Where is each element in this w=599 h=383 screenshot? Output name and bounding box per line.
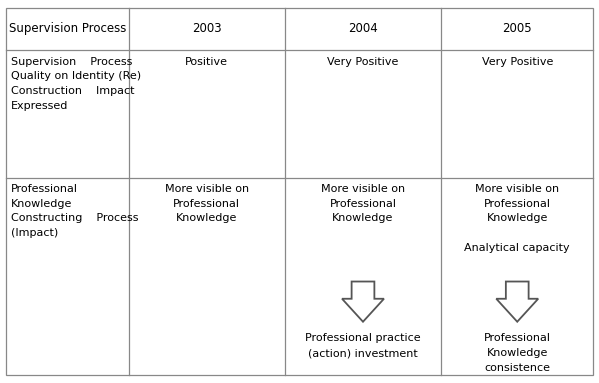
- Text: 2005: 2005: [503, 22, 532, 35]
- Polygon shape: [342, 282, 384, 322]
- Text: Professional
Knowledge
Constructing    Process
(Impact): Professional Knowledge Constructing Proc…: [11, 184, 138, 238]
- Text: 2003: 2003: [192, 22, 222, 35]
- Text: Positive: Positive: [185, 57, 228, 67]
- Text: Professional
Knowledge
consistence: Professional Knowledge consistence: [484, 333, 550, 373]
- Text: More visible on
Professional
Knowledge

Analytical capacity: More visible on Professional Knowledge A…: [464, 184, 570, 253]
- Text: More visible on
Professional
Knowledge: More visible on Professional Knowledge: [165, 184, 249, 223]
- Text: Very Positive: Very Positive: [482, 57, 553, 67]
- Text: Very Positive: Very Positive: [327, 57, 399, 67]
- Text: Professional practice
(action) investment: Professional practice (action) investmen…: [305, 333, 421, 358]
- Text: Supervision Process: Supervision Process: [9, 22, 126, 35]
- Text: 2004: 2004: [348, 22, 378, 35]
- Text: More visible on
Professional
Knowledge: More visible on Professional Knowledge: [321, 184, 405, 223]
- Text: Supervision    Process
Quality on Identity (Re)
Construction    Impact
Expressed: Supervision Process Quality on Identity …: [11, 57, 141, 111]
- Polygon shape: [496, 282, 539, 322]
